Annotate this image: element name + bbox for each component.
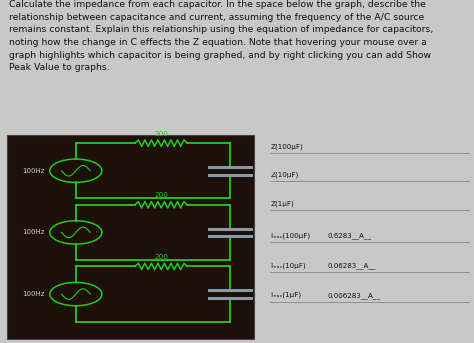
Text: 100Hz: 100Hz — [23, 291, 45, 297]
Text: Iₘₐₓ(1μF): Iₘₐₓ(1μF) — [270, 292, 301, 298]
Text: Calculate the impedance from each capacitor. In the space below the graph, descr: Calculate the impedance from each capaci… — [9, 0, 434, 72]
Text: Iₘₐₓ(10μF): Iₘₐₓ(10μF) — [270, 262, 306, 269]
Text: 0.006283__A__: 0.006283__A__ — [327, 292, 380, 298]
Text: 200: 200 — [154, 254, 168, 260]
Text: 200: 200 — [154, 192, 168, 198]
Text: 0.6283__A__: 0.6283__A__ — [327, 232, 371, 239]
Text: Z(100μF): Z(100μF) — [270, 143, 303, 150]
FancyBboxPatch shape — [7, 134, 254, 339]
Text: 1μF: 1μF — [256, 291, 269, 297]
Text: 100Hz: 100Hz — [23, 168, 45, 174]
Text: 100μF: 100μF — [256, 168, 278, 174]
Text: 200: 200 — [154, 131, 168, 137]
Text: 0.06283__A__: 0.06283__A__ — [327, 262, 376, 269]
Text: Z(10μF): Z(10μF) — [270, 172, 299, 178]
Text: 10μF: 10μF — [256, 229, 273, 235]
Text: Z(1μF): Z(1μF) — [270, 200, 294, 207]
Text: 100Hz: 100Hz — [23, 229, 45, 235]
Text: Iₘₐₓ(100μF): Iₘₐₓ(100μF) — [270, 232, 310, 239]
